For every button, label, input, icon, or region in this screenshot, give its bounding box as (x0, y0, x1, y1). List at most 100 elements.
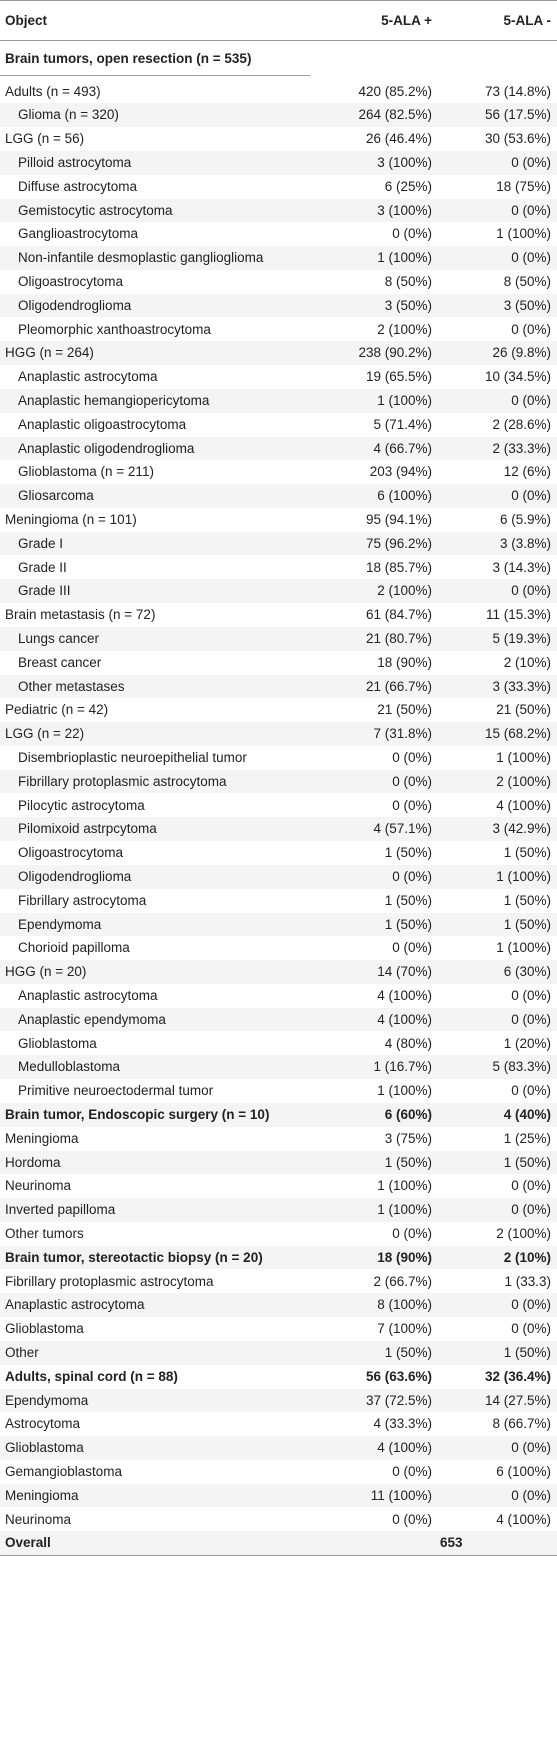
table-row: Brain metastasis (n = 72) 61 (84.7%) 11 (1… (0, 603, 557, 627)
cell: Chorioid papilloma (18, 940, 130, 956)
cell: 0 (0%) (511, 1297, 551, 1313)
table-row: Brain tumors, open resection (n = 535) (0, 48, 557, 70)
table-row: Ependymoma 1 (50%) 1 (50%) (0, 912, 557, 937)
cell: Diffuse astrocytoma (18, 178, 138, 194)
cell: Inverted papilloma (5, 1202, 116, 1218)
cell: Grade III (18, 583, 71, 599)
cell: 2 (10%) (503, 1249, 551, 1265)
table-row: Lungs cancer 21 (80.7%) 5 (19.3%) (0, 626, 557, 651)
cell: 11 (15.3%) (485, 607, 551, 623)
cell: 1 (20%) (503, 1035, 551, 1051)
cell: 18 (85.7%) (365, 559, 432, 575)
cell: 3 (100%) (377, 202, 432, 218)
cell: 8 (66.7%) (492, 1416, 551, 1432)
cell: 2 (10%) (503, 654, 551, 670)
cell: 73 (14.8%) (484, 83, 551, 99)
cell: Non-infantile desmoplastic ganglioglioma (18, 250, 264, 266)
cell: 0 (0%) (511, 1440, 551, 1456)
cell: 6 (100%) (496, 1463, 551, 1479)
cell: 6 (30%) (503, 964, 551, 980)
cell: Medulloblastoma (18, 1059, 121, 1075)
table-row: Hordoma 1 (50%) 1 (50%) (0, 1150, 557, 1175)
cell: 21 (80.7%) (365, 630, 432, 646)
cell: Disembrioplastic neuroepithelial tumor (18, 749, 247, 765)
cell: 8 (100%) (377, 1297, 432, 1313)
cell: 1 (50%) (384, 1154, 432, 1170)
table-row: Ependymoma 37 (72.5%) 14 (27.5%) (0, 1388, 557, 1413)
cell: Pediatric (n = 42) (5, 702, 109, 718)
cell: 12 (6%) (503, 464, 551, 480)
table-row: Glioblastoma 4 (100%) 0 (0%) (0, 1436, 557, 1460)
cell: 7 (31.8%) (373, 726, 432, 742)
table-row: Brain tumor, stereotactic biopsy (n = 20… (0, 1245, 557, 1270)
cell: 1 (50%) (503, 916, 551, 932)
table-row: LGG (n = 22) 7 (31.8%) 15 (68.2%) (0, 722, 557, 746)
cell: Anaplastic oligodendroglioma (18, 440, 195, 456)
cell: 2 (33.3%) (492, 440, 551, 456)
table-row: Adults, spinal cord (n = 88) 56 (63.6%) 32… (0, 1365, 557, 1389)
table-row: Meningioma (n = 101) 95 (94.1%) 6 (5.9%) (0, 508, 557, 532)
cell: 1 (100%) (377, 1178, 432, 1194)
cell: Anaplastic astrocytoma (18, 987, 158, 1003)
cell: 56 (17.5%) (484, 107, 551, 123)
cell: 1 (25%) (503, 1130, 551, 1146)
table-row: Pediatric (n = 42) 21 (50%) 21 (50%) (0, 698, 557, 722)
cell: 1 (16.7%) (373, 1059, 432, 1075)
table-row: Astrocytoma 4 (33.3%) 8 (66.7%) (0, 1412, 557, 1436)
cell: 2 (100%) (496, 1225, 551, 1241)
table-row: Neurinoma 0 (0%) 4 (100%) (0, 1508, 557, 1532)
cell: 264 (82.5%) (358, 107, 432, 123)
table-row: Chorioid papilloma 0 (0%) 1 (100%) (0, 936, 557, 960)
cell: 4 (100%) (496, 1511, 551, 1527)
cell: 32 (36.4%) (484, 1368, 551, 1384)
cell: 4 (100%) (496, 797, 551, 813)
table-row: Other 1 (50%) 1 (50%) (0, 1340, 557, 1365)
cell: 8 (50%) (503, 273, 551, 289)
table-row: Fibrillary protoplasmic astrocytoma 0 (0%… (0, 769, 557, 794)
cell: Grade II (18, 559, 67, 575)
cell: 0 (0%) (511, 321, 551, 337)
cell: 1 (100%) (496, 749, 551, 765)
cell: 21 (66.7%) (365, 678, 432, 694)
table-row: Grade I 75 (96.2%) 3 (3.8%) (0, 531, 557, 556)
table-row: Pilocytic astrocytoma 0 (0%) 4 (100%) (0, 794, 557, 818)
cell: Gemangioblastoma (5, 1463, 123, 1479)
cell: Other tumors (5, 1225, 84, 1241)
cell: Overall (5, 1535, 51, 1551)
cell: Adults, spinal cord (n = 88) (5, 1368, 178, 1384)
cell: 8 (50%) (384, 273, 432, 289)
cell: 653 (440, 1535, 463, 1551)
table-row: Anaplastic oligoastrocytoma 5 (71.4%) 2 (2… (0, 413, 557, 437)
cell: Fibrillary astrocytoma (18, 892, 147, 908)
cell: 0 (0%) (392, 1225, 432, 1241)
cell: 4 (33.3%) (373, 1416, 432, 1432)
cell: 0 (0%) (392, 940, 432, 956)
cell: 3 (42.9%) (492, 821, 551, 837)
table-row: Anaplastic astrocytoma 4 (100%) 0 (0%) (0, 984, 557, 1008)
cell: 4 (40%) (503, 1106, 551, 1122)
cell: HGG (n = 264) (5, 345, 94, 361)
cell: Lungs cancer (18, 630, 100, 646)
table-row: Primitive neuroectodermal tumor 1 (100%) 0… (0, 1079, 557, 1103)
cell: 0 (0%) (511, 1202, 551, 1218)
cell: 37 (72.5%) (365, 1392, 432, 1408)
cell: 0 (0%) (511, 1178, 551, 1194)
cell: 203 (94%) (369, 464, 432, 480)
table-row: Pilomixoid astrpcytoma 4 (57.1%) 3 (42.9%) (0, 817, 557, 842)
table-row: Anaplastic oligodendroglioma 4 (66.7%) 2 (… (0, 436, 557, 461)
cell: Breast cancer (18, 654, 102, 670)
cell: Glioma (n = 320) (18, 107, 119, 123)
cell: 6 (60%) (384, 1106, 432, 1122)
table-row: Breast cancer 18 (90%) 2 (10%) (0, 651, 557, 675)
table-row: Glioblastoma 7 (100%) 0 (0%) (0, 1317, 557, 1341)
cell: 5 (19.3%) (492, 630, 551, 646)
cell: 1 (100%) (377, 1202, 432, 1218)
cell: 0 (0%) (511, 987, 551, 1003)
cell: Object (5, 13, 48, 28)
cell: Neurinoma (5, 1511, 72, 1527)
table-row: Anaplastic ependymoma 4 (100%) 0 (0%) (0, 1007, 557, 1032)
cell: 14 (70%) (377, 964, 432, 980)
cell: 2 (100%) (377, 583, 432, 599)
table-row: Anaplastic astrocytoma 19 (65.5%) 10 (34.5… (0, 365, 557, 389)
rule (0, 0, 557, 1)
